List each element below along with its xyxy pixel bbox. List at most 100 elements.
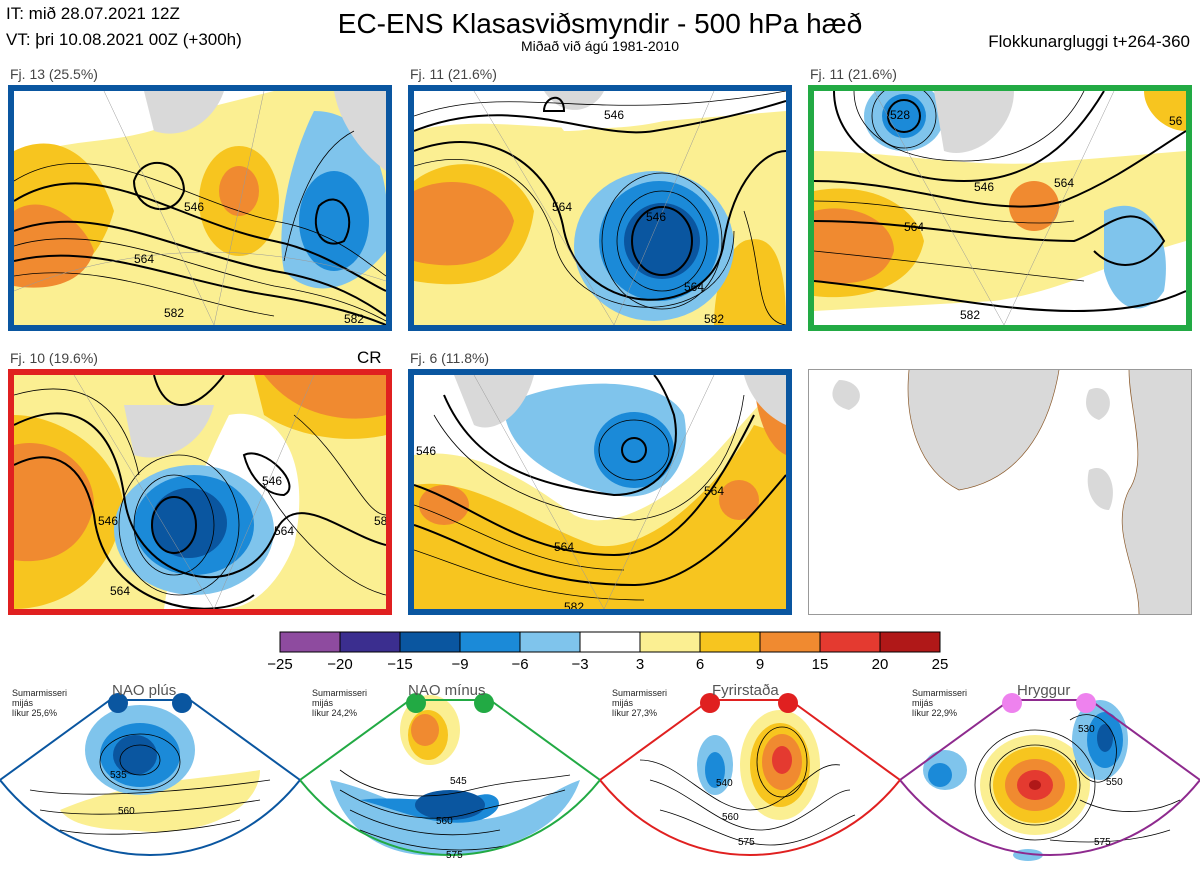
contour-label: 564 — [704, 484, 724, 498]
contour-label: 545 — [450, 776, 467, 787]
panel-label-4: Fj. 10 (19.6%) — [10, 350, 98, 366]
contour-label: 546 — [416, 444, 436, 458]
contour-label: 564 — [110, 584, 130, 598]
colorbar-tick: 9 — [755, 656, 765, 673]
contour-label: 546 — [98, 514, 118, 528]
contour-label: 546 — [974, 180, 994, 194]
graticule — [73, 375, 315, 609]
init-time: IT: mið 28.07.2021 12Z — [6, 4, 180, 23]
thin-contours — [414, 394, 745, 601]
landmass — [1122, 370, 1191, 614]
contour-label: 575 — [1094, 837, 1111, 848]
contour-labels: 546 546 564 564 582 582 — [98, 474, 386, 609]
contour-label: 564 — [1054, 176, 1074, 190]
regime-map-2: 545 560 575 — [300, 693, 600, 861]
thin-contours — [414, 91, 786, 325]
regime-panel-blocking: 540 560 575 Fyrirstaða Sumarmisseri mijá… — [600, 680, 900, 870]
regime-panel-nao-minus: 545 560 575 NAO mínus Sumarmisseri mijás… — [300, 680, 600, 870]
regime-dot — [700, 693, 720, 713]
colorbar-tick: 15 — [811, 656, 829, 673]
regime-title: Fyrirstaða — [712, 682, 779, 699]
contour-label: 582 — [564, 600, 584, 609]
contour-label: 560 — [722, 812, 739, 823]
landmass — [334, 91, 386, 171]
thin-contours — [14, 388, 386, 596]
graticule — [14, 91, 386, 325]
contour-label: 546 — [184, 200, 204, 214]
graticule — [473, 91, 715, 325]
contour-label: 560 — [436, 816, 453, 827]
regime-note: Sumarmisseri mijás líkur 27,3% — [612, 688, 668, 718]
anomaly-pos-strong — [719, 480, 759, 520]
colorbar-tick: −3 — [571, 656, 589, 673]
contour-labels: 546 564 582 582 — [134, 200, 364, 325]
colorbar-tick: −15 — [387, 656, 413, 673]
anomaly-pos-strong — [14, 443, 94, 562]
regime-dot — [778, 693, 798, 713]
valid-time: VT: þri 10.08.2021 00Z (+300h) — [6, 30, 242, 49]
anomaly-pos-strong — [219, 166, 259, 216]
regime-dot — [108, 693, 128, 713]
regime-title: Hryggur — [1017, 682, 1071, 699]
contour-labels: 546 564 564 582 582 — [416, 444, 724, 609]
colorbar-tick: 3 — [635, 656, 645, 673]
cr-tag: CR — [357, 348, 382, 367]
graticule — [473, 375, 715, 609]
landmass — [454, 375, 534, 428]
thin-contours — [814, 91, 1085, 282]
contour-label: 546 — [604, 108, 624, 122]
contour-label: 530 — [1078, 724, 1095, 735]
contour-label: 564 — [552, 200, 572, 214]
panel-label-1: Fj. 13 (25.5%) — [10, 66, 98, 82]
height-contours — [814, 91, 1186, 313]
contour-label: 582 — [226, 608, 246, 609]
contour-label: 535 — [110, 770, 127, 781]
colorbar-tick: −6 — [511, 656, 529, 673]
colorbar-tick: −20 — [327, 656, 353, 673]
base-map — [832, 370, 1191, 614]
regime-note: Sumarmisseri mijás líkur 22,9% — [912, 688, 968, 718]
contour-label: 582 — [960, 308, 980, 322]
height-contours — [14, 375, 386, 609]
contour-label: 56 — [1169, 114, 1183, 128]
colorbar-cell — [639, 631, 701, 653]
colorbar-tick: −9 — [451, 656, 469, 673]
contour-label: 564 — [134, 252, 154, 266]
height-contours — [414, 375, 786, 587]
colorbar-cell — [399, 631, 461, 653]
colorbar-tick: −25 — [267, 656, 293, 673]
anomaly-pos-strong — [419, 485, 469, 525]
anomaly-map-4: 546 546 564 564 582 582 — [14, 375, 386, 609]
anomaly-neg-mid — [299, 171, 369, 271]
colorbar-tick: 25 — [931, 656, 949, 673]
colorbar-cell — [699, 631, 761, 653]
contour-label: 575 — [738, 837, 755, 848]
cluster-panel-1: 546 564 582 582 — [8, 85, 392, 331]
anomaly-map-5: 546 564 564 582 582 — [414, 375, 786, 609]
colorbar-cell — [819, 631, 881, 653]
anomaly-neg-strong — [151, 488, 227, 558]
colorbar-cells — [279, 631, 941, 653]
colorbar-cell — [339, 631, 401, 653]
colorbar-cell — [879, 631, 941, 653]
colorbar-cell — [759, 631, 821, 653]
contour-label: 575 — [446, 850, 463, 861]
regime-map-3: 540 560 575 — [600, 693, 900, 856]
anomaly-neg-weak — [1104, 205, 1166, 309]
regime-dot — [172, 693, 192, 713]
anomaly-pos-strong — [414, 182, 514, 266]
contour-label: 546 — [646, 210, 666, 224]
contour-label: 582 — [164, 306, 184, 320]
colorbar-cell — [459, 631, 521, 653]
colorbar-cell — [579, 631, 641, 653]
chart-subtitle: Miðað við ágú 1981-2010 — [520, 38, 679, 54]
landmass — [544, 91, 604, 110]
landmass — [124, 405, 214, 458]
regime-title: NAO plús — [112, 682, 177, 699]
anomaly-pos-strong — [264, 375, 386, 419]
landmass — [1087, 468, 1113, 510]
landmass — [744, 375, 786, 425]
graticule — [873, 91, 1115, 325]
cluster-panel-5: 546 564 564 582 582 — [408, 369, 792, 615]
height-contours — [14, 162, 386, 325]
